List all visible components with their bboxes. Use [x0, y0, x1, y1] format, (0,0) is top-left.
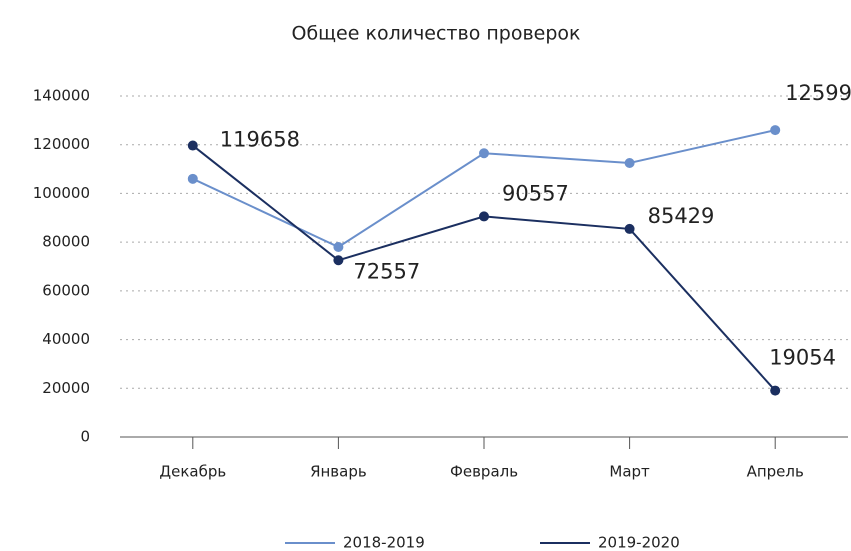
- data-point: [479, 148, 489, 159]
- chart-title: Общее количество проверок: [291, 23, 580, 45]
- data-label: 119658: [220, 128, 300, 152]
- series-line: [192, 144, 776, 392]
- x-tick-label: Декабрь: [159, 463, 226, 481]
- x-tick-label: Февраль: [450, 463, 518, 481]
- data-label: 125997: [785, 81, 851, 105]
- data-point: [333, 242, 344, 253]
- x-tick-label: Март: [609, 463, 650, 481]
- data-label: 85429: [648, 204, 715, 228]
- data-point: [624, 223, 635, 234]
- data-label: 19054: [769, 346, 836, 370]
- data-point: [187, 173, 198, 184]
- y-tick-label: 20000: [42, 379, 90, 397]
- y-tick-label: 0: [80, 428, 90, 446]
- legend-label: 2018-2019: [343, 534, 425, 551]
- data-point: [770, 385, 781, 396]
- y-tick-label: 40000: [42, 330, 90, 348]
- x-tick-label: Январь: [310, 463, 367, 481]
- y-tick-label: 100000: [33, 184, 90, 202]
- y-tick-label: 80000: [42, 233, 90, 251]
- x-tick-label: Апрель: [747, 463, 804, 481]
- y-tick-label: 60000: [42, 281, 90, 299]
- data-point: [479, 211, 489, 222]
- data-label: 72557: [353, 259, 420, 283]
- data-point: [624, 157, 635, 168]
- data-point: [187, 140, 198, 151]
- y-tick-label: 120000: [33, 135, 90, 153]
- data-point: [333, 255, 344, 266]
- legend-label: 2019-2020: [598, 534, 680, 551]
- y-tick-label: 140000: [33, 87, 90, 105]
- data-label: 90557: [502, 181, 569, 205]
- data-point: [770, 125, 781, 136]
